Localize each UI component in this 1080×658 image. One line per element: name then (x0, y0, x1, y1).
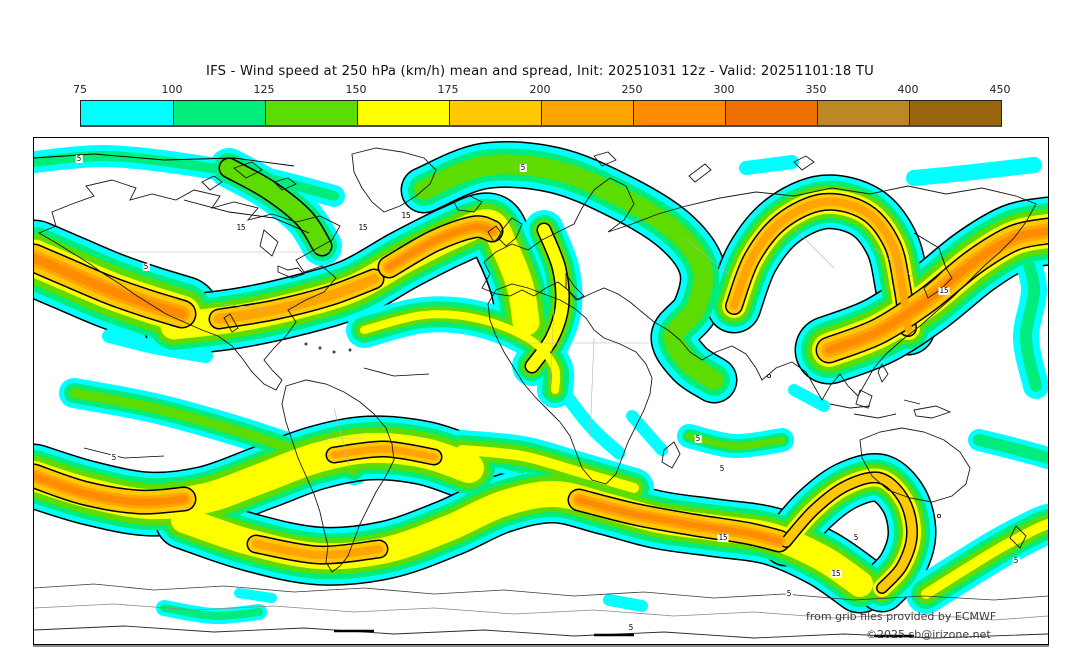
colorbar-tick-label: 400 (897, 83, 919, 96)
wind-speed-bands (34, 140, 1048, 625)
colorbar-segment (449, 101, 541, 125)
colorbar-tick-label: 300 (713, 83, 735, 96)
contour-value-label: 15 (400, 211, 412, 220)
colorbar-tick-label: 200 (529, 83, 551, 96)
colorbar-tick-label: 75 (73, 83, 87, 96)
contour-value-label: 5 (1012, 556, 1020, 565)
colorbar-segment (909, 101, 1001, 125)
world-wind-map: 5 5 15 15 15 5 15 5 5 5 15 5 15 5 5 5 (33, 137, 1049, 645)
country-border-lines (119, 227, 915, 469)
colorbar-tick-label: 125 (253, 83, 275, 96)
map-canvas (34, 140, 1048, 639)
contour-value-label: 5 (785, 589, 793, 598)
contour-value-label: 15 (830, 569, 842, 578)
attribution-copyright: ©2025 sb@irizone.net (866, 628, 991, 641)
colorbar-segment (633, 101, 725, 125)
contour-value-label: 5 (110, 453, 118, 462)
colorbar-tick-label: 100 (161, 83, 183, 96)
contour-value-label: 5 (75, 154, 83, 163)
colorbar-segment (357, 101, 449, 125)
contour-value-label: 15 (357, 223, 369, 232)
contour-value-label: 15 (717, 533, 729, 542)
contour-value-label: 5 (718, 464, 726, 473)
map-bottom-shadow (33, 645, 1049, 647)
colorbar-segment (541, 101, 633, 125)
contour-value-label: 5 (519, 163, 527, 172)
colorbar-tick-label: 250 (621, 83, 643, 96)
attribution-source: from grib files provided by ECMWF (806, 610, 997, 623)
contour-value-label: 15 (235, 223, 247, 232)
contour-value-label: 5 (627, 623, 635, 632)
spread-contour-lines (34, 153, 947, 638)
colorbar-segment (173, 101, 265, 125)
colorbar-segment (265, 101, 357, 125)
colorbar-tick-labels: 75 100 125 150 175 200 250 300 350 400 450 (73, 83, 1011, 97)
colorbar-tick-label: 450 (989, 83, 1011, 96)
colorbar-segment (81, 101, 173, 125)
colorbar-tick-label: 350 (805, 83, 827, 96)
contour-value-label: 5 (142, 262, 150, 271)
colorbar-tick-label: 150 (345, 83, 367, 96)
colorbar-segment (817, 101, 909, 125)
colorbar (80, 100, 1002, 127)
contour-value-label: 5 (694, 434, 702, 443)
contour-value-label: 5 (852, 533, 860, 542)
chart-title: IFS - Wind speed at 250 hPa (km/h) mean … (206, 64, 874, 79)
coastlines (34, 147, 1048, 639)
colorbar-tick-label: 175 (437, 83, 459, 96)
colorbar-segment (725, 101, 817, 125)
contour-value-label: 15 (938, 286, 950, 295)
